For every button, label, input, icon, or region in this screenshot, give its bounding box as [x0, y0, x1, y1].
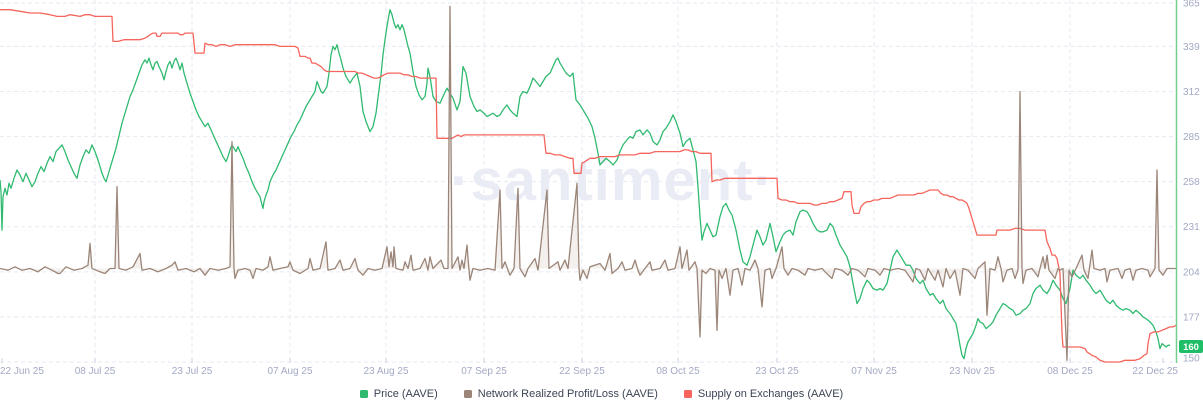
y-axis-tick-label: 150 — [1183, 354, 1200, 364]
x-axis-label: 22 Dec 25 — [1132, 366, 1178, 377]
y-axis-tick-label: 339 — [1183, 42, 1200, 53]
y-axis-tick-label: 177 — [1183, 312, 1200, 323]
x-axis-label: 23 Aug 25 — [363, 366, 409, 377]
x-axis-labels: 22 Jun 25 08 Jul 25 23 Jul 25 07 Aug 25 23 A… — [0, 363, 1203, 381]
y-axis-tick-label: 365 — [1183, 0, 1200, 10]
legend: Price (AAVE) Network Realized Profit/Los… — [0, 384, 1203, 404]
x-axis-label: 07 Nov 25 — [851, 366, 897, 377]
legend-label-supply-on-exchanges: Supply on Exchanges (AAVE) — [697, 388, 844, 400]
legend-item-supply-on-exchanges[interactable]: Supply on Exchanges (AAVE) — [683, 388, 844, 400]
y-axis-tick-label: 231 — [1183, 222, 1200, 233]
y-axis-tick-label: 204 — [1183, 267, 1200, 278]
x-axis-label: 07 Aug 25 — [267, 366, 313, 377]
x-axis-label: 08 Jul 25 — [74, 366, 116, 377]
y-axis-tick-label: 258 — [1183, 177, 1200, 188]
price-series-line[interactable] — [0, 9, 1170, 360]
x-axis-label: 07 Sep 25 — [461, 366, 507, 377]
current-price-badge — [1179, 340, 1203, 353]
supply-on-exchanges-series-line[interactable] — [0, 9, 1177, 363]
supply-on-exchanges-series-swatch — [683, 390, 692, 398]
realized-profit-loss-series-swatch — [463, 390, 472, 398]
realized-profit-loss-series-line[interactable] — [0, 5, 1176, 361]
x-axis-label: 22 Sep 25 — [559, 366, 605, 377]
price-chart-canvas[interactable]: ·santiment·36533931228525823120417715016… — [0, 0, 1203, 363]
legend-label-realized-profit-loss: Network Realized Profit/Loss (AAVE) — [477, 388, 658, 400]
y-axis-tick-label: 285 — [1183, 132, 1200, 143]
y-axis-tick-label: 312 — [1183, 87, 1200, 98]
x-axis-label: 23 Nov 25 — [949, 366, 995, 377]
legend-item-realized-profit-loss[interactable]: Network Realized Profit/Loss (AAVE) — [463, 388, 658, 400]
price-series-swatch — [359, 390, 368, 398]
x-axis-label: 08 Dec 25 — [1047, 366, 1093, 377]
legend-item-price[interactable]: Price (AAVE) — [359, 388, 438, 400]
x-axis-label: 22 Jun 25 — [0, 366, 44, 377]
legend-label-price: Price (AAVE) — [373, 388, 438, 400]
current-price-badge-value: 160 — [1183, 342, 1199, 353]
x-axis-label: 08 Oct 25 — [656, 366, 700, 377]
x-axis-label: 23 Oct 25 — [755, 366, 799, 377]
x-axis-label: 23 Jul 25 — [171, 366, 213, 377]
